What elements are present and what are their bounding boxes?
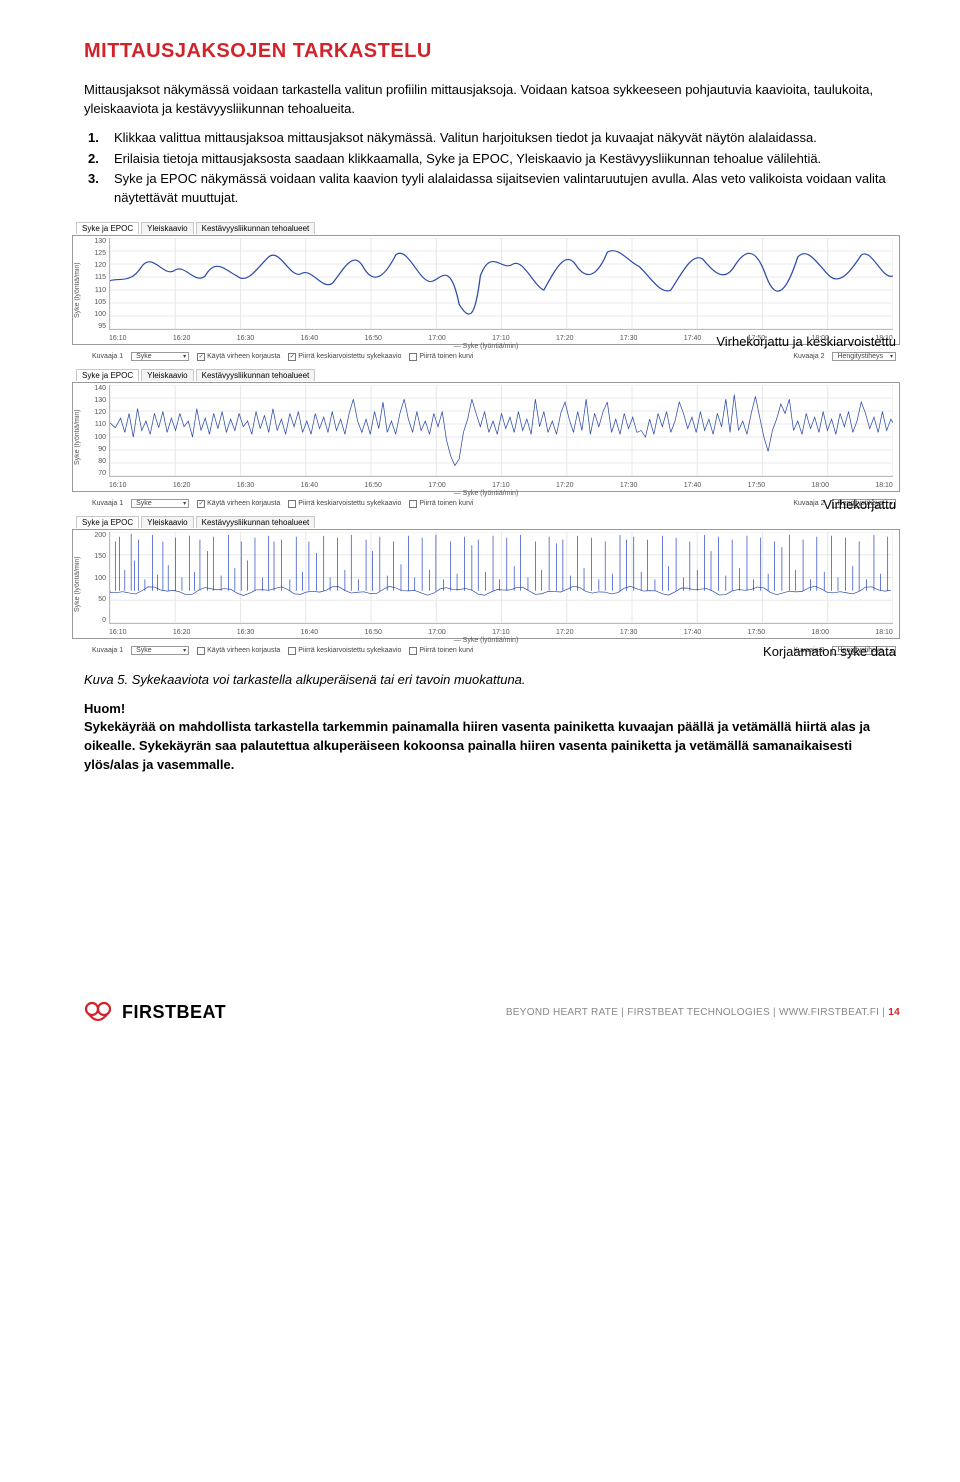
figure-caption: Kuva 5. Sykekaaviota voi tarkastella alk… <box>84 671 900 689</box>
chart-tab[interactable]: Kestävyysliikunnan tehoalueet <box>196 516 316 528</box>
plot-area[interactable] <box>109 532 893 624</box>
chart-block: Syke ja EPOCYleiskaavioKestävyysliikunna… <box>72 222 900 367</box>
chart-tab[interactable]: Yleiskaavio <box>141 516 193 528</box>
chart-side-label: Virhekorjattu <box>823 497 896 512</box>
chart-tab[interactable]: Syke ja EPOC <box>76 516 139 528</box>
chart-area: Syke (lyöntiä/min)20015010050016:1016:20… <box>72 529 900 639</box>
list-item: Syke ja EPOC näkymässä voidaan valita ka… <box>110 170 900 208</box>
instruction-list: Klikkaa valittua mittausjaksoa mittausja… <box>84 129 900 208</box>
checkbox-averaged[interactable]: Piirrä keskiarvoistettu sykekaavio <box>288 647 401 655</box>
plot-area[interactable] <box>109 238 893 330</box>
chart-tab[interactable]: Yleiskaavio <box>141 369 193 381</box>
chart-tab[interactable]: Syke ja EPOC <box>76 369 139 381</box>
note-body: Sykekäyrää on mahdollista tarkastella ta… <box>84 718 900 775</box>
y-axis-label: Syke (lyöntiä/min) <box>73 530 87 638</box>
series-select[interactable]: Hengitystiheys <box>832 352 896 361</box>
brand-logo: FIRSTBEAT <box>84 999 226 1027</box>
checkbox-second-curve[interactable]: Piirrä toinen kurvi <box>409 647 473 655</box>
chart-block: Syke ja EPOCYleiskaavioKestävyysliikunna… <box>72 516 900 661</box>
list-item: Klikkaa valittua mittausjaksoa mittausja… <box>110 129 900 148</box>
charts-region: Syke ja EPOCYleiskaavioKestävyysliikunna… <box>72 222 900 661</box>
checkbox-second-curve[interactable]: Piirrä toinen kurvi <box>409 353 473 361</box>
y-axis-label: Syke (lyöntiä/min) <box>73 383 87 491</box>
checkbox-error-correction[interactable]: ✓Käytä virheen korjausta <box>197 353 280 361</box>
checkbox-error-correction[interactable]: ✓Käytä virheen korjausta <box>197 500 280 508</box>
x-axis-label: — Syke (lyöntiä/min) <box>72 637 900 644</box>
chart-block: Syke ja EPOCYleiskaavioKestävyysliikunna… <box>72 369 900 514</box>
x-axis-ticks: 16:1016:2016:3016:4016:5017:0017:1017:20… <box>109 629 893 636</box>
checkbox-error-correction[interactable]: Käytä virheen korjausta <box>197 647 280 655</box>
y-axis-label: Syke (lyöntiä/min) <box>73 236 87 344</box>
intro-paragraph: Mittausjaksot näkymässä voidaan tarkaste… <box>84 81 900 119</box>
chart-controls: Kuvaaja 1 Syke ✓Käytä virheen korjausta ✓Pi… <box>72 350 900 367</box>
chart-controls: Kuvaaja 1 Syke ✓Käytä virheen korjausta Pii… <box>72 497 900 514</box>
page-title: MITTAUSJAKSOJEN TARKASTELU <box>84 40 900 63</box>
chart-area: Syke (lyöntiä/min)1401301201101009080701… <box>72 382 900 492</box>
logo-icon <box>84 999 116 1027</box>
chart-tab[interactable]: Kestävyysliikunnan tehoalueet <box>196 369 316 381</box>
page-footer: FIRSTBEAT BEYOND HEART RATE | FIRSTBEAT … <box>84 985 900 1027</box>
footer-text: BEYOND HEART RATE | FIRSTBEAT TECHNOLOGI… <box>506 1007 900 1018</box>
y-axis-ticks: 13012512011511010510095 <box>87 236 109 344</box>
checkbox-averaged[interactable]: ✓Piirrä keskiarvoistettu sykekaavio <box>288 353 401 361</box>
chart-tab[interactable]: Yleiskaavio <box>141 222 193 234</box>
chart-tab[interactable]: Syke ja EPOC <box>76 222 139 234</box>
series-select[interactable]: Syke <box>131 499 189 508</box>
brand-name: FIRSTBEAT <box>122 1002 226 1023</box>
ctrl-label: Kuvaaja 2 <box>793 500 824 507</box>
chart-tab[interactable]: Kestävyysliikunnan tehoalueet <box>196 222 316 234</box>
ctrl-label: Kuvaaja 1 <box>92 353 123 360</box>
ctrl-label: Kuvaaja 1 <box>92 500 123 507</box>
chart-side-label: Virhekorjattu ja keskiarvoistettu <box>716 334 896 349</box>
list-item: Erilaisia tietoja mittausjaksosta saadaa… <box>110 150 900 169</box>
series-select[interactable]: Syke <box>131 646 189 655</box>
x-axis-label: — Syke (lyöntiä/min) <box>72 490 900 497</box>
note-heading: Huom! <box>84 701 900 716</box>
page-number: 14 <box>888 1007 900 1018</box>
chart-area: Syke (lyöntiä/min)1301251201151101051009… <box>72 235 900 345</box>
plot-area[interactable] <box>109 385 893 477</box>
chart-side-label: Korjaamaton syke data <box>763 644 896 659</box>
checkbox-averaged[interactable]: Piirrä keskiarvoistettu sykekaavio <box>288 500 401 508</box>
ctrl-label: Kuvaaja 2 <box>793 353 824 360</box>
checkbox-second-curve[interactable]: Piirrä toinen kurvi <box>409 500 473 508</box>
y-axis-ticks: 140130120110100908070 <box>87 383 109 491</box>
series-select[interactable]: Syke <box>131 352 189 361</box>
ctrl-label: Kuvaaja 1 <box>92 647 123 654</box>
x-axis-ticks: 16:1016:2016:3016:4016:5017:0017:1017:20… <box>109 482 893 489</box>
y-axis-ticks: 200150100500 <box>87 530 109 638</box>
